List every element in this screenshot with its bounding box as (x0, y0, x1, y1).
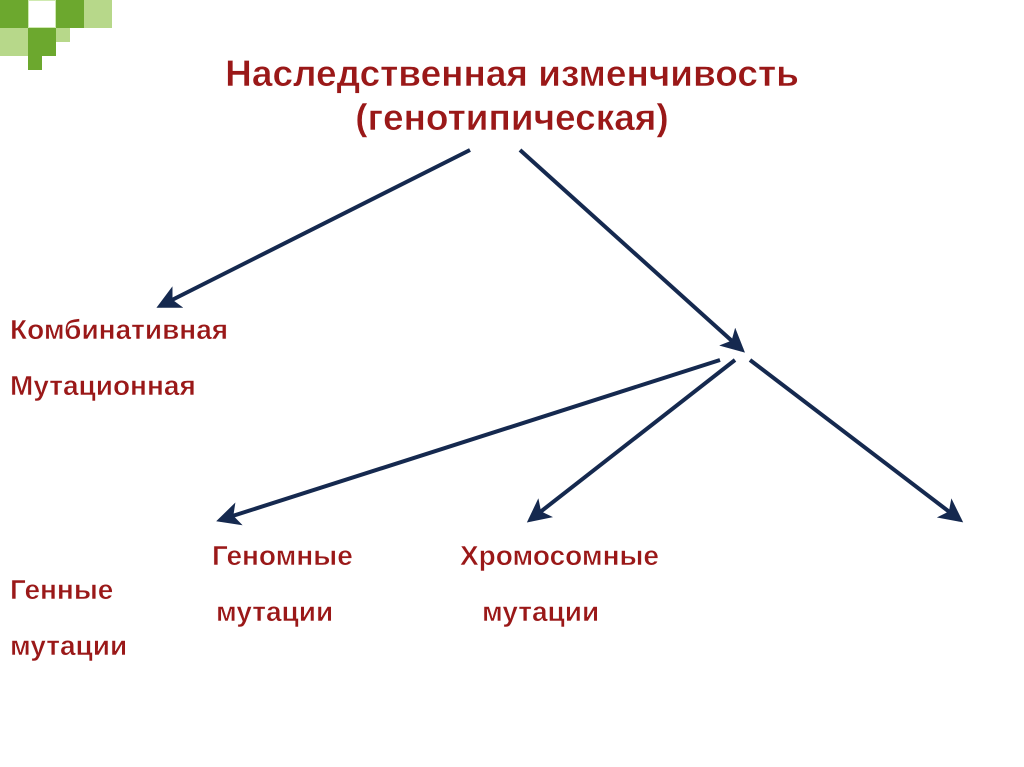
leaf-chromosomal-line1: Хромосомные (460, 528, 659, 584)
arrow (530, 360, 735, 520)
arrow (520, 150, 742, 350)
branch-left-line1: Комбинативная (10, 302, 228, 358)
leaf-genomic-line1: Геномные (212, 528, 353, 584)
leaf-genomic: Геномные мутации (212, 528, 353, 640)
arrow (160, 150, 470, 306)
decor-square (28, 0, 56, 28)
title-line1: Наследственная изменчивость (0, 52, 1024, 96)
decor-square (0, 0, 28, 28)
leaf-gene: Генные мутации (10, 562, 127, 674)
leaf-gene-line1: Генные (10, 562, 127, 618)
branch-left: Комбинативная Мутационная (10, 302, 228, 414)
diagram-title: Наследственная изменчивость (генотипичес… (0, 52, 1024, 140)
title-line2: (генотипическая) (0, 96, 1024, 140)
arrow (750, 360, 960, 520)
decor-square (56, 28, 70, 42)
decor-square (56, 0, 84, 28)
leaf-genomic-line2: мутации (212, 584, 353, 640)
arrow (220, 360, 720, 520)
leaf-chromosomal: Хромосомные мутации (460, 528, 659, 640)
branch-left-line2: Мутационная (10, 358, 228, 414)
decor-square (84, 0, 112, 28)
leaf-gene-line2: мутации (10, 618, 127, 674)
leaf-chromosomal-line2: мутации (460, 584, 659, 640)
